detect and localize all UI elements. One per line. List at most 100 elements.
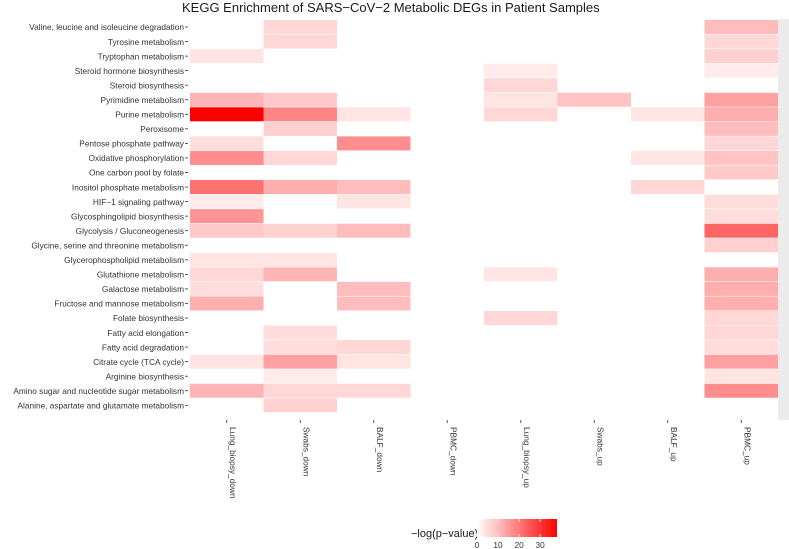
heatmap-cell [190, 194, 264, 209]
heatmap-cell [484, 63, 558, 78]
row-label: Citrate cycle (TCA cycle) [93, 357, 184, 367]
row-label: Fatty acid degradation [102, 342, 184, 352]
row-label: Fructose and mannose metabolism [54, 299, 184, 309]
row-label: Pentose phosphate pathway [79, 139, 185, 149]
heatmap-cell [190, 150, 264, 165]
heatmap-cell [704, 49, 778, 64]
heatmap-cell [704, 194, 778, 209]
row-labels: Valine, leucine and isoleucine degradati… [13, 22, 188, 411]
row-label: Glycerophospholipid metabolism [64, 255, 184, 265]
column-label: PBMC_up [742, 427, 752, 465]
heatmap-cell [190, 281, 264, 296]
heatmap-cell [484, 311, 558, 325]
colorbar [477, 519, 557, 537]
row-label: Oxidative phosphorylation [89, 153, 185, 163]
heatmap-cell [190, 49, 264, 64]
row-label: Glycosphingolipid biosynthesis [71, 211, 184, 221]
heatmap-cell [263, 121, 337, 136]
heatmap-cell [704, 267, 778, 282]
colorbar-tick-label: 30 [536, 540, 546, 549]
heatmap-cell [704, 150, 778, 165]
heatmap-cell [263, 34, 337, 49]
heatmap-cell [337, 383, 411, 398]
row-label: Arginine biosynthesis [106, 371, 184, 381]
heatmap-cell [337, 296, 411, 311]
plot-panel [188, 19, 789, 420]
heatmap-cell [704, 369, 778, 384]
heatmap-cell [190, 296, 264, 311]
heatmap-cell [704, 107, 778, 122]
row-label: Galactose metabolism [102, 284, 184, 294]
heatmap-cell [704, 209, 778, 224]
column-label: Lung_biopsy_up [522, 427, 532, 488]
heatmap-cell [704, 281, 778, 296]
heatmap-cell [263, 340, 337, 355]
heatmap-cell [190, 92, 264, 107]
heatmap-cell [337, 107, 411, 122]
row-label: Glutathione metabolism [97, 270, 184, 280]
heatmap-cell [337, 194, 411, 209]
heatmap-cell [704, 121, 778, 136]
heatmap-cell [190, 354, 264, 369]
colorbar-title: −log(p−value) [411, 528, 478, 540]
heatmap-cell [190, 223, 264, 238]
row-label: Tryptophan metabolism [98, 51, 184, 61]
row-label: Steroid hormone biosynthesis [75, 66, 184, 76]
heatmap-cell [704, 296, 778, 311]
colorbar-tick-label: 20 [514, 540, 524, 549]
heatmap-cell [263, 325, 337, 340]
heatmap-cell [704, 136, 778, 151]
row-label: Purine metabolism [115, 110, 184, 120]
row-label: HIF−1 signaling pathway [93, 197, 185, 207]
heatmap-cell [631, 107, 705, 122]
heatmap-cell [704, 92, 778, 107]
heatmap-cell [190, 209, 264, 224]
row-label: Valine, leucine and isoleucine degradati… [29, 22, 184, 32]
heatmap-cell [337, 354, 411, 369]
row-label: Alanine, aspartate and glutamate metabol… [18, 401, 185, 411]
colorbar-tick-label: 10 [493, 540, 503, 549]
heatmap-cell [704, 354, 778, 369]
heatmap-cell [704, 223, 778, 238]
panel-strip [778, 19, 789, 420]
heatmap-cell [190, 180, 264, 195]
heatmap-cell [704, 165, 778, 180]
heatmap-cell [704, 325, 778, 340]
heatmap-cell [263, 150, 337, 165]
heatmap-cell [484, 78, 558, 93]
heatmap-cell [190, 107, 264, 122]
heatmap-cell [190, 136, 264, 151]
heatmap-cell [557, 92, 631, 107]
row-label: Tyrosine metabolism [108, 37, 184, 47]
heatmap-cell [704, 34, 778, 49]
row-label: Amino sugar and nucleotide sugar metabol… [13, 386, 184, 396]
heatmap-cell [704, 311, 778, 325]
heatmap-cell [484, 107, 558, 122]
heatmap-cell [337, 180, 411, 195]
column-label: Swabs_up [595, 427, 605, 466]
heatmap-cell [263, 180, 337, 195]
heatmap-cell [263, 107, 337, 122]
heatmap-cell [704, 340, 778, 355]
row-label: Pyrimidine metabolism [101, 95, 185, 105]
row-label: Inositol phosphate metabolism [72, 182, 184, 192]
row-label: One carbon pool by folate [89, 168, 184, 178]
heatmap-cell [263, 252, 337, 267]
heatmap-cell [704, 383, 778, 398]
heatmap-cell [484, 267, 558, 282]
heatmap-cell [190, 252, 264, 267]
heatmap-cell [631, 150, 705, 165]
heatmap-cell [484, 92, 558, 107]
heatmap-cell [263, 267, 337, 282]
heatmap-cell [263, 398, 337, 413]
column-label: Swabs_down [301, 427, 311, 477]
chart-title: KEGG Enrichment of SARS−CoV−2 Metabolic … [182, 0, 600, 15]
heatmap-cell [263, 369, 337, 384]
row-label: Glycine, serine and threonine metabolism [31, 240, 184, 250]
heatmap-cell [337, 340, 411, 355]
heatmap-cell [337, 136, 411, 151]
row-label: Folate biosynthesis [113, 313, 184, 323]
column-label: BALF_down [375, 427, 385, 473]
heatmap-cell [631, 180, 705, 195]
